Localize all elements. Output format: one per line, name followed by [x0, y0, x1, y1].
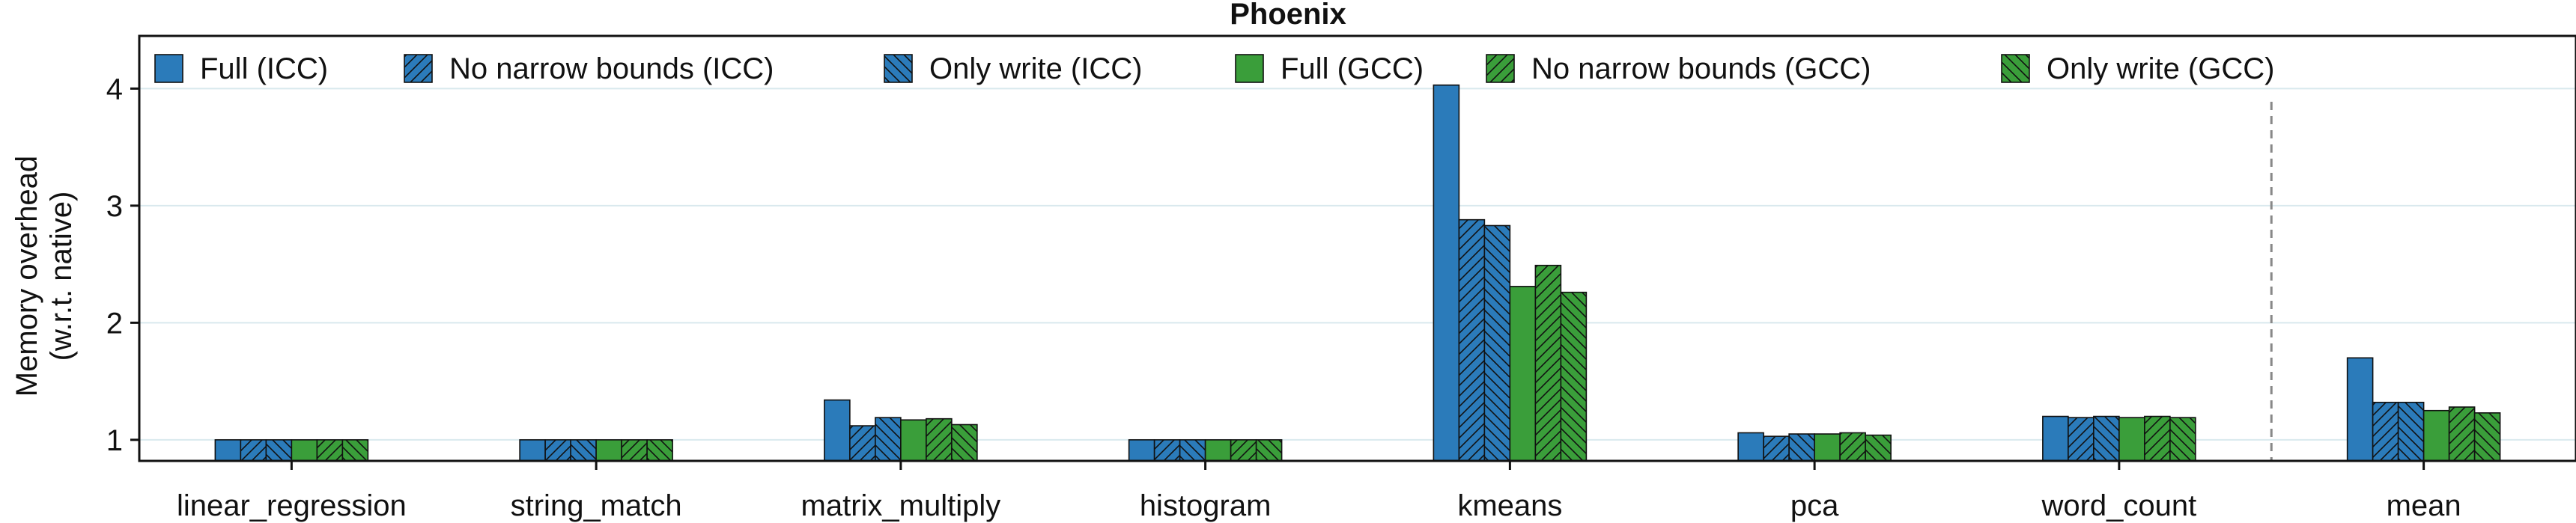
bar-hatch: [240, 439, 267, 461]
bar-hatch: [1459, 219, 1485, 461]
x-tick-label: pca: [1790, 489, 1839, 522]
bar: [291, 439, 318, 462]
y-tick-label: 1: [106, 424, 123, 457]
bar-hatch: [1865, 435, 1892, 461]
bar-hatch: [951, 424, 977, 461]
y-axis-ticks: 1 2 3 4: [106, 73, 139, 457]
bar-hatch: [2169, 418, 2196, 461]
legend-item: Full (ICC): [154, 52, 328, 85]
bar-hatch: [1561, 292, 1587, 461]
y-axis-label-line-1: Memory overhead: [10, 156, 43, 397]
chart-title: Phoenix: [1230, 0, 1346, 31]
bar-hatch: [1484, 225, 1510, 461]
y-tick-label: 2: [106, 307, 123, 340]
y-tick-label: 3: [106, 190, 123, 223]
bar-hatch: [926, 418, 952, 461]
bar-hatch: [647, 439, 673, 461]
bar: [900, 419, 927, 462]
bar: [1737, 432, 1764, 462]
legend-label: No narrow bounds (GCC): [1531, 52, 1871, 85]
bar-hatch: [1230, 439, 1257, 461]
bar-hatch: [2093, 416, 2119, 461]
bar-hatch: [1789, 434, 1815, 461]
bar-hatch: [2144, 416, 2170, 461]
bar: [2422, 409, 2450, 462]
bar-hatch: [2068, 418, 2094, 461]
x-axis-ticks: linear_regression string_match matrix_mult…: [177, 461, 2461, 522]
bar-hatch: [2449, 407, 2475, 461]
bar-hatch: [571, 439, 597, 461]
legend-swatch-hatch: [404, 55, 432, 82]
bar-hatch: [1154, 439, 1180, 461]
legend-swatch-hatch: [1486, 55, 1514, 82]
bar: [595, 439, 622, 462]
legend-item: Full (GCC): [1235, 52, 1424, 85]
gridlines: [139, 88, 2576, 441]
legend-item: No narrow bounds (ICC): [404, 52, 774, 85]
bar-hatch: [1840, 432, 1866, 461]
bar: [2042, 415, 2069, 462]
legend-item: Only write (ICC): [884, 52, 1142, 85]
bar-hatch: [875, 418, 901, 461]
legend-swatch-hatch: [2002, 55, 2029, 82]
bar-hatch: [1764, 436, 1790, 461]
bars: [214, 84, 2501, 462]
bar-hatch: [266, 439, 292, 461]
legend-swatch: [1235, 54, 1264, 83]
legend-swatch-hatch: [884, 55, 912, 82]
legend-label: Full (ICC): [200, 52, 328, 85]
legend-swatch: [154, 54, 183, 83]
x-tick-label: string_match: [511, 489, 682, 522]
bar: [1814, 433, 1841, 462]
bar: [2346, 357, 2374, 462]
legend-label: No narrow bounds (ICC): [449, 52, 774, 85]
bar-hatch: [1256, 439, 1282, 461]
bar-hatch: [622, 439, 648, 461]
x-tick-label: linear_regression: [177, 489, 407, 522]
y-axis-label-line-2: (w.r.t. native): [45, 192, 78, 361]
x-tick-label: mean: [2387, 489, 2461, 522]
bar: [2118, 417, 2145, 462]
x-tick-label: kmeans: [1457, 489, 1562, 522]
bar: [1128, 439, 1155, 462]
x-tick-label: histogram: [1140, 489, 1272, 522]
bar: [1509, 286, 1537, 462]
x-tick-label: word_count: [2041, 489, 2196, 522]
bar-hatch: [2398, 402, 2424, 461]
legend-item: Only write (GCC): [2001, 52, 2274, 85]
x-tick-label: matrix_multiply: [801, 489, 1001, 522]
bar-hatch: [2372, 402, 2399, 461]
bar-hatch: [1535, 265, 1561, 461]
bar-hatch: [2474, 412, 2500, 461]
bar-hatch: [849, 426, 875, 461]
bar-hatch: [545, 439, 571, 461]
bar: [214, 439, 242, 462]
bar-hatch: [317, 439, 343, 461]
legend-label: Only write (GCC): [2047, 52, 2274, 85]
legend: Full (ICC) No narrow bounds (ICC) Only wri…: [154, 52, 2274, 85]
legend-label: Full (GCC): [1281, 52, 1424, 85]
bar: [1433, 84, 1460, 462]
y-axis-label: Memory overhead (w.r.t. native): [10, 156, 78, 397]
bar: [519, 439, 546, 462]
y-tick-label: 4: [106, 73, 123, 105]
bar-hatch: [1179, 439, 1206, 461]
bar: [824, 399, 851, 462]
legend-label: Only write (ICC): [929, 52, 1142, 85]
bar-hatch: [342, 439, 368, 461]
plot-area-frame: [138, 34, 2576, 462]
bar: [1204, 439, 1232, 462]
legend-item: No narrow bounds (GCC): [1486, 52, 1871, 85]
